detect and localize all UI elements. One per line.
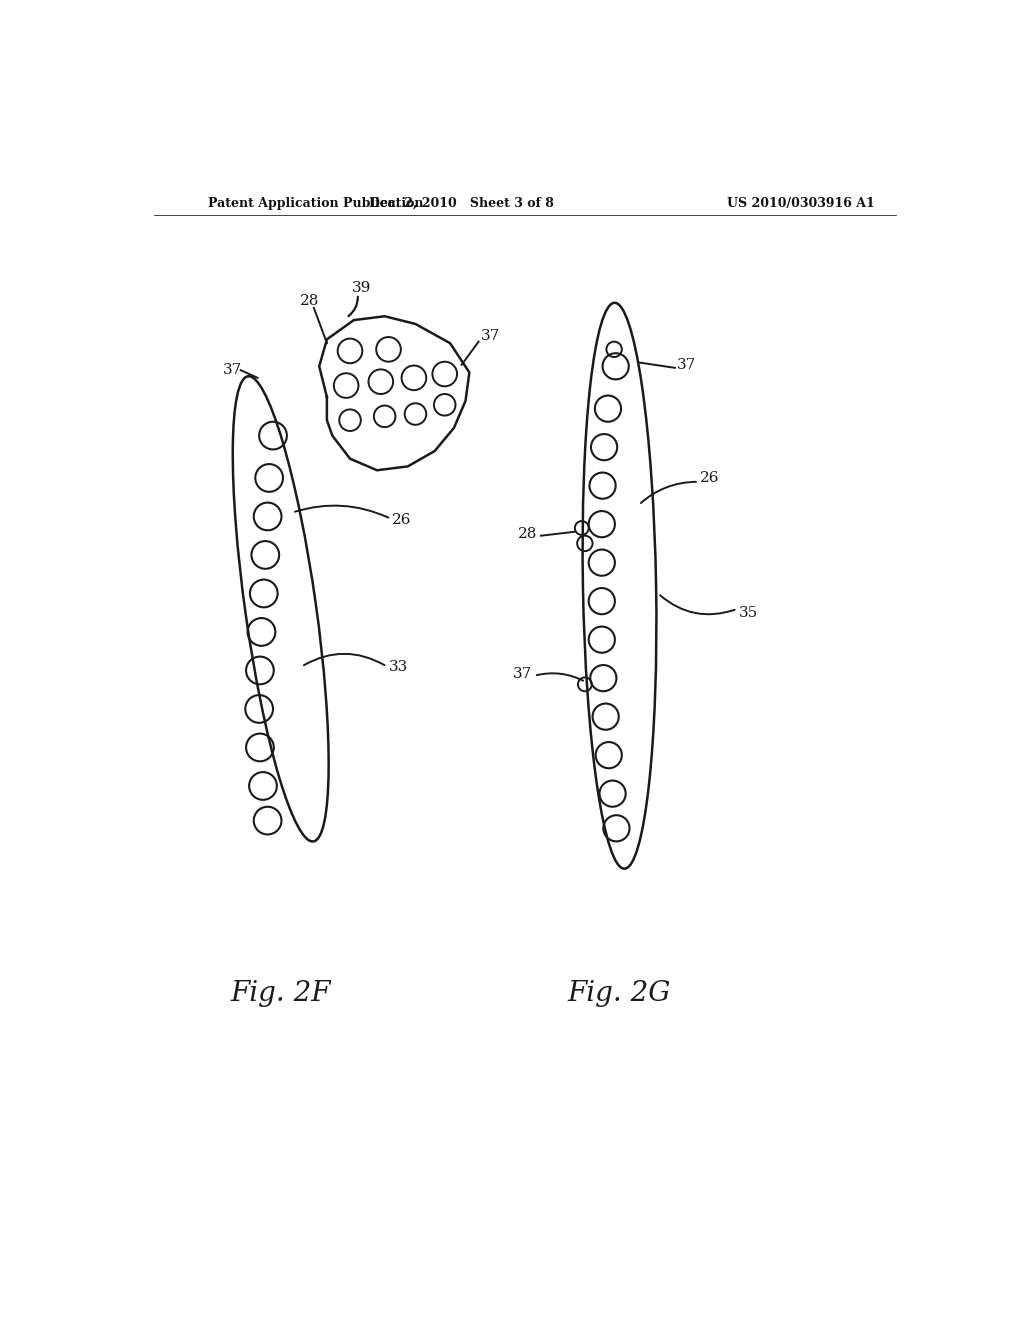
Text: 37: 37 (677, 358, 696, 372)
Text: Fig. 2G: Fig. 2G (568, 981, 671, 1007)
Text: 39: 39 (352, 281, 372, 294)
Text: 35: 35 (739, 606, 758, 619)
Text: Fig. 2F: Fig. 2F (230, 981, 331, 1007)
Text: 37: 37 (481, 329, 500, 342)
Text: Patent Application Publication: Patent Application Publication (208, 197, 423, 210)
Text: 33: 33 (388, 660, 408, 673)
Text: Dec. 2, 2010   Sheet 3 of 8: Dec. 2, 2010 Sheet 3 of 8 (370, 197, 554, 210)
Text: 37: 37 (223, 363, 243, 378)
Text: 37: 37 (513, 668, 532, 681)
Text: 26: 26 (700, 471, 720, 484)
Text: 28: 28 (518, 527, 538, 541)
Text: US 2010/0303916 A1: US 2010/0303916 A1 (727, 197, 874, 210)
Text: 28: 28 (299, 294, 318, 308)
Text: 26: 26 (392, 513, 412, 527)
